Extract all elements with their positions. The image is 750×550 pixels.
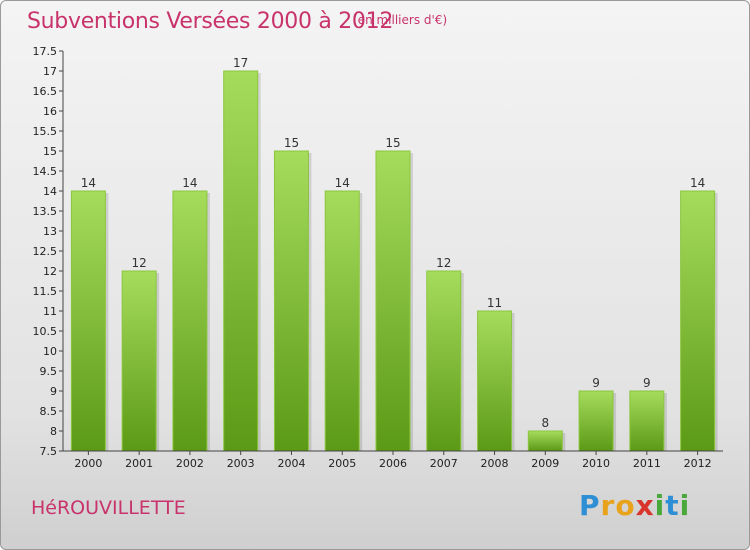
x-tick-label-2010: 2010 <box>582 457 610 470</box>
data-label-2005: 14 <box>335 176 350 190</box>
y-tick-label: 8.5 <box>40 405 58 418</box>
logo-letter: i <box>679 489 691 522</box>
y-tick-label: 17 <box>43 65 57 78</box>
y-tick-label: 8 <box>50 425 57 438</box>
y-tick-label: 17.5 <box>33 45 58 58</box>
y-tick-label: 11 <box>43 305 57 318</box>
logo-letter: P <box>579 489 601 522</box>
x-tick-label-2002: 2002 <box>176 457 204 470</box>
y-tick-label: 11.5 <box>33 285 58 298</box>
y-tick-label: 12.5 <box>33 245 58 258</box>
y-tick-label: 9.5 <box>40 365 58 378</box>
bar-2011 <box>629 390 665 452</box>
y-tick-label: 13 <box>43 225 57 238</box>
logo-letter: x <box>635 489 655 522</box>
data-label-2008: 11 <box>487 296 502 310</box>
data-label-2006: 15 <box>385 136 400 150</box>
y-tick-label: 14 <box>43 185 57 198</box>
x-tick-label-2005: 2005 <box>328 457 356 470</box>
x-tick-label-2006: 2006 <box>379 457 407 470</box>
proxiti-logo: Proxiti <box>579 489 690 522</box>
bar-2010 <box>578 390 614 452</box>
unit-note: (en milliers d'€) <box>353 13 448 27</box>
bar-2004 <box>273 150 309 452</box>
x-tick-label-2004: 2004 <box>277 457 305 470</box>
y-tick-label: 16.5 <box>33 85 58 98</box>
y-tick-label: 13.5 <box>33 205 58 218</box>
bar-2009 <box>527 430 563 452</box>
data-label-2007: 12 <box>436 256 451 270</box>
logo-letter: o <box>615 489 636 522</box>
bar-2005 <box>324 190 360 452</box>
data-label-2004: 15 <box>284 136 299 150</box>
data-label-2001: 12 <box>132 256 147 270</box>
logo-letter: t <box>665 489 680 522</box>
x-tick-label-2012: 2012 <box>684 457 712 470</box>
axes-layer: 2000 2001 2002 2003 2004 2005 2006 2007 2008 2009… <box>33 45 723 470</box>
data-label-2012: 14 <box>690 176 705 190</box>
bar-2002 <box>172 190 208 452</box>
y-tick-label: 15.5 <box>33 125 58 138</box>
y-tick-label: 14.5 <box>33 165 58 178</box>
x-tick-label-2009: 2009 <box>531 457 559 470</box>
logo-letter: r <box>600 489 616 522</box>
bar-2000 <box>70 190 106 452</box>
data-label-2003: 17 <box>233 56 248 70</box>
y-tick-label: 7.5 <box>40 445 58 458</box>
x-tick-label-2000: 2000 <box>74 457 102 470</box>
y-tick-label: 9 <box>50 385 57 398</box>
y-tick-label: 10.5 <box>33 325 58 338</box>
bar-2012 <box>680 190 716 452</box>
x-tick-label-2011: 2011 <box>633 457 661 470</box>
data-label-2009: 8 <box>541 416 549 430</box>
bar-2006 <box>375 150 411 452</box>
bars-layer: 14 12 14 17 15 14 15 12 11 8 9 9 14 <box>70 56 718 452</box>
chart-title: Subventions Versées 2000 à 2012 <box>27 9 394 34</box>
data-label-2000: 14 <box>81 176 96 190</box>
bar-2003 <box>223 70 259 452</box>
x-tick-label-2003: 2003 <box>227 457 255 470</box>
logo-letter: i <box>654 489 666 522</box>
data-label-2002: 14 <box>182 176 197 190</box>
bar-2007 <box>426 270 462 452</box>
y-tick-label: 12 <box>43 265 57 278</box>
bar-2001 <box>121 270 157 452</box>
y-tick-label: 10 <box>43 345 57 358</box>
bar-2008 <box>477 310 513 452</box>
commune-name: HéROUVILLETTE <box>31 497 186 519</box>
x-tick-label-2001: 2001 <box>125 457 153 470</box>
data-label-2011: 9 <box>643 376 651 390</box>
y-tick-label: 15 <box>43 145 57 158</box>
data-label-2010: 9 <box>592 376 600 390</box>
x-tick-label-2007: 2007 <box>430 457 458 470</box>
x-tick-label-2008: 2008 <box>481 457 509 470</box>
y-tick-label: 16 <box>43 105 57 118</box>
